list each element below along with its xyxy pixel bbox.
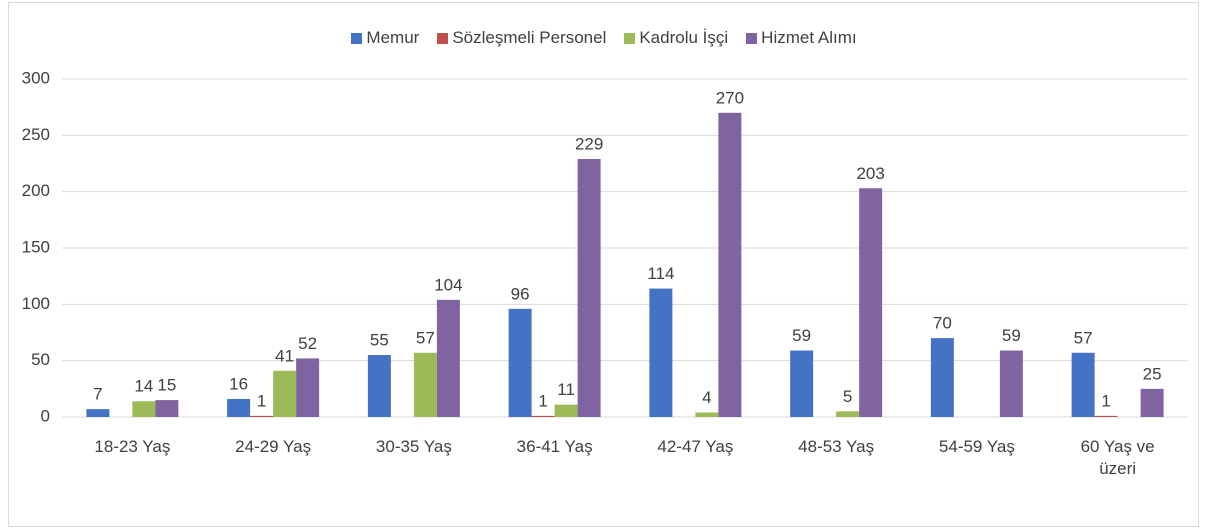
- y-tick-label: 0: [41, 406, 50, 425]
- bar: [790, 350, 814, 417]
- y-tick-label: 150: [22, 237, 50, 256]
- bar: [155, 400, 179, 417]
- data-label: 55: [370, 331, 389, 350]
- y-tick-label: 50: [31, 350, 50, 369]
- legend-swatch: [624, 32, 636, 44]
- data-label: 104: [434, 275, 462, 294]
- x-tick-label: 18-23 Yaş: [94, 437, 171, 456]
- y-tick-label: 250: [22, 125, 50, 144]
- bar: [273, 370, 297, 417]
- data-label: 52: [298, 334, 317, 353]
- bar: [508, 308, 532, 417]
- data-label: 1: [1101, 391, 1110, 410]
- x-tick-label: 48-53 Yaş: [798, 437, 875, 456]
- legend-label: Memur: [366, 28, 420, 47]
- chart-border: [8, 2, 1199, 527]
- legend-entry: Kadrolu İşçi: [624, 28, 728, 48]
- bar: [649, 288, 673, 417]
- bar: [86, 409, 110, 417]
- x-tick-label: 36-41 Yaş: [516, 437, 593, 456]
- legend: Memur Sözleşmeli Personel Kadrolu İşçi Hizm…: [0, 28, 1208, 48]
- x-tick-label: 42-47 Yaş: [657, 437, 734, 456]
- data-label: 7: [93, 385, 102, 404]
- data-label: 203: [856, 164, 884, 183]
- legend-swatch: [351, 32, 363, 44]
- bar: [531, 415, 555, 417]
- x-tick-label: 54-59 Yaş: [938, 437, 1015, 456]
- data-label: 229: [575, 134, 603, 153]
- bar: [132, 401, 156, 417]
- bar: [296, 358, 320, 417]
- data-label: 41: [275, 346, 294, 365]
- legend-entry: Sözleşmeli Personel: [437, 28, 606, 48]
- y-tick-label: 300: [22, 68, 50, 87]
- y-tick-label: 100: [22, 294, 50, 313]
- legend-entry: Memur: [351, 28, 419, 48]
- bar: [250, 415, 274, 417]
- legend-label: Kadrolu İşçi: [639, 28, 729, 47]
- bar: [695, 412, 719, 417]
- bar: [930, 338, 954, 417]
- bar: [836, 411, 860, 417]
- x-tick-label: 24-29 Yaş: [235, 437, 312, 456]
- data-label: 14: [134, 377, 153, 396]
- bar: [413, 352, 437, 417]
- data-label: 70: [933, 314, 952, 333]
- bar: [1071, 352, 1095, 417]
- data-label: 114: [647, 264, 674, 283]
- data-label: 5: [843, 387, 852, 406]
- bar: [577, 158, 601, 417]
- data-label: 1: [538, 391, 547, 410]
- bar: [227, 398, 251, 417]
- data-label: 57: [1074, 328, 1093, 347]
- data-label: 270: [716, 88, 744, 107]
- legend-entry: Hizmet Alımı: [746, 28, 857, 48]
- y-tick-label: 200: [22, 181, 50, 200]
- x-tick-label: 30-35 Yaş: [375, 437, 452, 456]
- bar: [859, 188, 883, 417]
- bar: [436, 299, 460, 417]
- data-label: 1: [257, 391, 266, 410]
- bar: [999, 350, 1023, 417]
- legend-label: Sözleşmeli Personel: [452, 28, 607, 47]
- legend-swatch: [746, 32, 758, 44]
- data-label: 59: [792, 326, 811, 345]
- data-label: 96: [511, 284, 530, 303]
- data-label: 59: [1002, 326, 1021, 345]
- data-label: 11: [557, 380, 575, 399]
- bar: [1094, 415, 1118, 417]
- data-label: 25: [1143, 364, 1162, 383]
- bar: [718, 112, 742, 418]
- bar: [367, 355, 391, 417]
- data-label: 15: [157, 376, 176, 395]
- bar: [554, 404, 578, 417]
- data-label: 4: [702, 388, 711, 407]
- legend-swatch: [437, 32, 449, 44]
- x-tick-label: 60 Yaş ve üzeri: [1080, 437, 1155, 478]
- data-label: 16: [229, 374, 248, 393]
- data-label: 57: [416, 328, 435, 347]
- legend-label: Hizmet Alımı: [761, 28, 857, 47]
- bar: [1140, 388, 1164, 417]
